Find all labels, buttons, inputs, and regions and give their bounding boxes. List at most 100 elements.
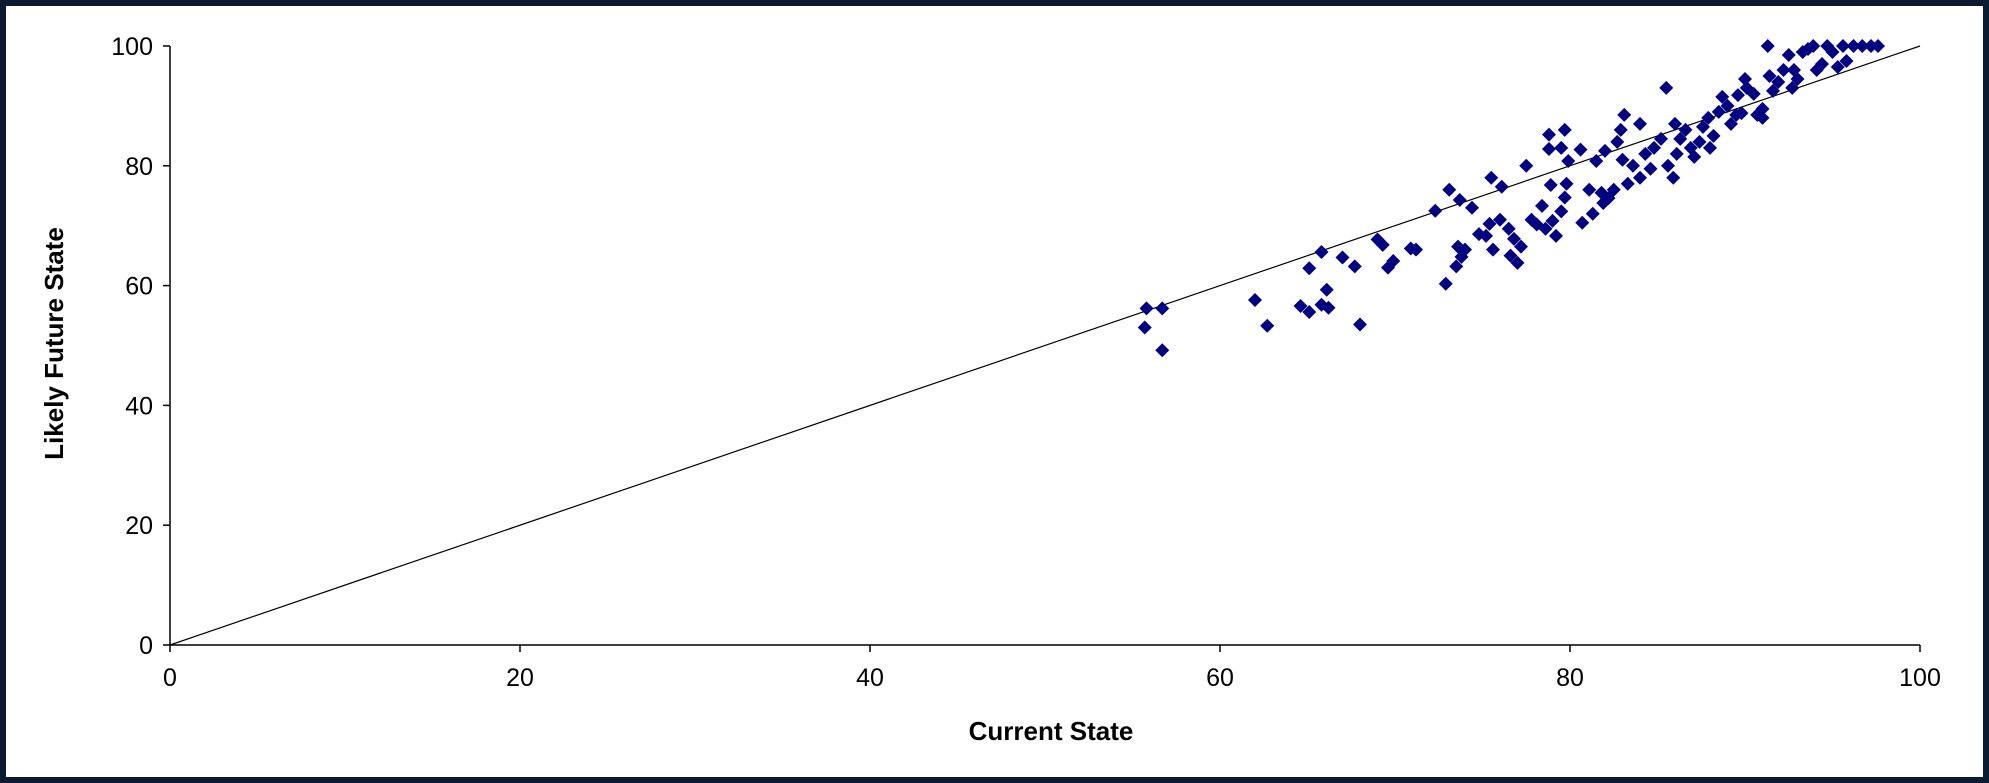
data-point	[1839, 53, 1854, 68]
data-point	[1542, 127, 1556, 142]
data-point	[1669, 146, 1684, 161]
data-point	[1647, 140, 1661, 155]
data-point	[1428, 203, 1443, 218]
data-point	[1871, 39, 1885, 53]
data-point	[1554, 140, 1569, 155]
data-point	[1409, 242, 1423, 257]
data-point	[1610, 134, 1625, 149]
data-point	[1617, 107, 1632, 122]
data-point	[1613, 122, 1628, 137]
data-point	[1673, 131, 1688, 146]
data-point	[1687, 149, 1702, 164]
data-point	[1139, 301, 1154, 316]
data-point	[1696, 119, 1710, 134]
data-point	[1501, 221, 1516, 236]
scatter-chart: 0 20 40 60 80 100 0 20 40 60 80 100 Current State L…	[39, 33, 1941, 746]
x-tick-label: 100	[1899, 664, 1941, 692]
x-tick-label: 40	[856, 664, 884, 692]
data-point	[1493, 212, 1507, 227]
data-point	[1260, 318, 1275, 333]
data-point	[1585, 206, 1600, 221]
data-point	[1724, 116, 1738, 131]
data-point	[1606, 182, 1621, 197]
data-points	[1137, 39, 1885, 358]
data-point	[1582, 182, 1597, 197]
data-point	[1573, 142, 1588, 157]
data-point	[1738, 71, 1752, 86]
data-point	[1452, 192, 1467, 207]
data-point	[1706, 128, 1721, 143]
x-tick-label: 20	[506, 664, 534, 692]
data-point	[1760, 39, 1775, 53]
data-point	[1449, 259, 1464, 274]
data-point	[1335, 250, 1350, 265]
y-tick-label: 20	[125, 512, 153, 540]
data-point	[1507, 231, 1521, 246]
data-point	[1353, 317, 1367, 332]
data-point	[1503, 248, 1518, 263]
data-point	[1678, 122, 1693, 137]
data-point	[1347, 259, 1362, 274]
data-point	[1155, 301, 1170, 316]
data-point	[1846, 39, 1861, 53]
data-point	[1557, 122, 1572, 137]
data-point	[1479, 228, 1493, 243]
data-point	[1620, 176, 1635, 191]
data-point	[1482, 216, 1497, 231]
chart-frame: 0 20 40 60 80 100 0 20 40 60 80 100 Current State L…	[6, 6, 1983, 777]
data-point	[1442, 182, 1457, 197]
y-tick-label: 100	[111, 33, 153, 61]
data-point	[1762, 68, 1777, 83]
data-point	[1293, 298, 1308, 313]
data-point	[1542, 142, 1556, 157]
data-point	[1643, 161, 1658, 176]
data-point	[1815, 56, 1829, 71]
data-point	[1155, 343, 1170, 358]
data-point	[1375, 237, 1390, 252]
data-point	[1545, 213, 1560, 228]
data-point	[1666, 170, 1681, 185]
data-point	[1535, 198, 1549, 213]
data-point	[1701, 110, 1716, 125]
data-point	[1314, 245, 1329, 260]
y-tick-label: 0	[139, 632, 153, 660]
data-point	[1836, 39, 1850, 53]
data-point	[1806, 39, 1821, 53]
data-point	[1731, 88, 1745, 103]
data-point	[1661, 158, 1675, 173]
data-point	[1510, 255, 1525, 270]
data-point	[1589, 154, 1604, 169]
data-point	[1703, 140, 1717, 155]
data-point	[1633, 170, 1647, 185]
data-point	[1519, 158, 1534, 173]
data-point	[1514, 239, 1528, 254]
data-point	[1734, 106, 1749, 121]
data-point	[1755, 110, 1770, 125]
data-point	[1692, 134, 1707, 149]
data-point	[1465, 200, 1479, 215]
data-point	[1248, 292, 1262, 307]
data-point	[1654, 131, 1668, 146]
reference-line-y-equals-x	[169, 45, 1921, 646]
x-axis-title: Current State	[969, 716, 1134, 746]
data-point	[1559, 176, 1574, 191]
data-point	[1659, 80, 1674, 95]
data-point	[1484, 170, 1499, 185]
data-point	[1668, 116, 1682, 131]
y-axis-title: Likely Future State	[39, 227, 69, 460]
x-tick-label: 60	[1206, 664, 1234, 692]
data-point	[1711, 104, 1726, 119]
data-point	[1137, 320, 1152, 335]
x-tick-label: 80	[1556, 664, 1584, 692]
data-point	[1781, 47, 1796, 62]
axes	[169, 46, 1920, 646]
data-point	[1615, 152, 1630, 167]
data-point	[1486, 242, 1500, 257]
data-point	[1561, 154, 1576, 169]
data-point	[1785, 80, 1800, 95]
data-point	[1633, 116, 1647, 131]
data-point	[1830, 59, 1845, 74]
ticks: 0 20 40 60 80 100 0 20 40 60 80 100	[111, 33, 1941, 692]
data-point	[1825, 44, 1840, 59]
y-tick-label: 80	[125, 153, 153, 181]
